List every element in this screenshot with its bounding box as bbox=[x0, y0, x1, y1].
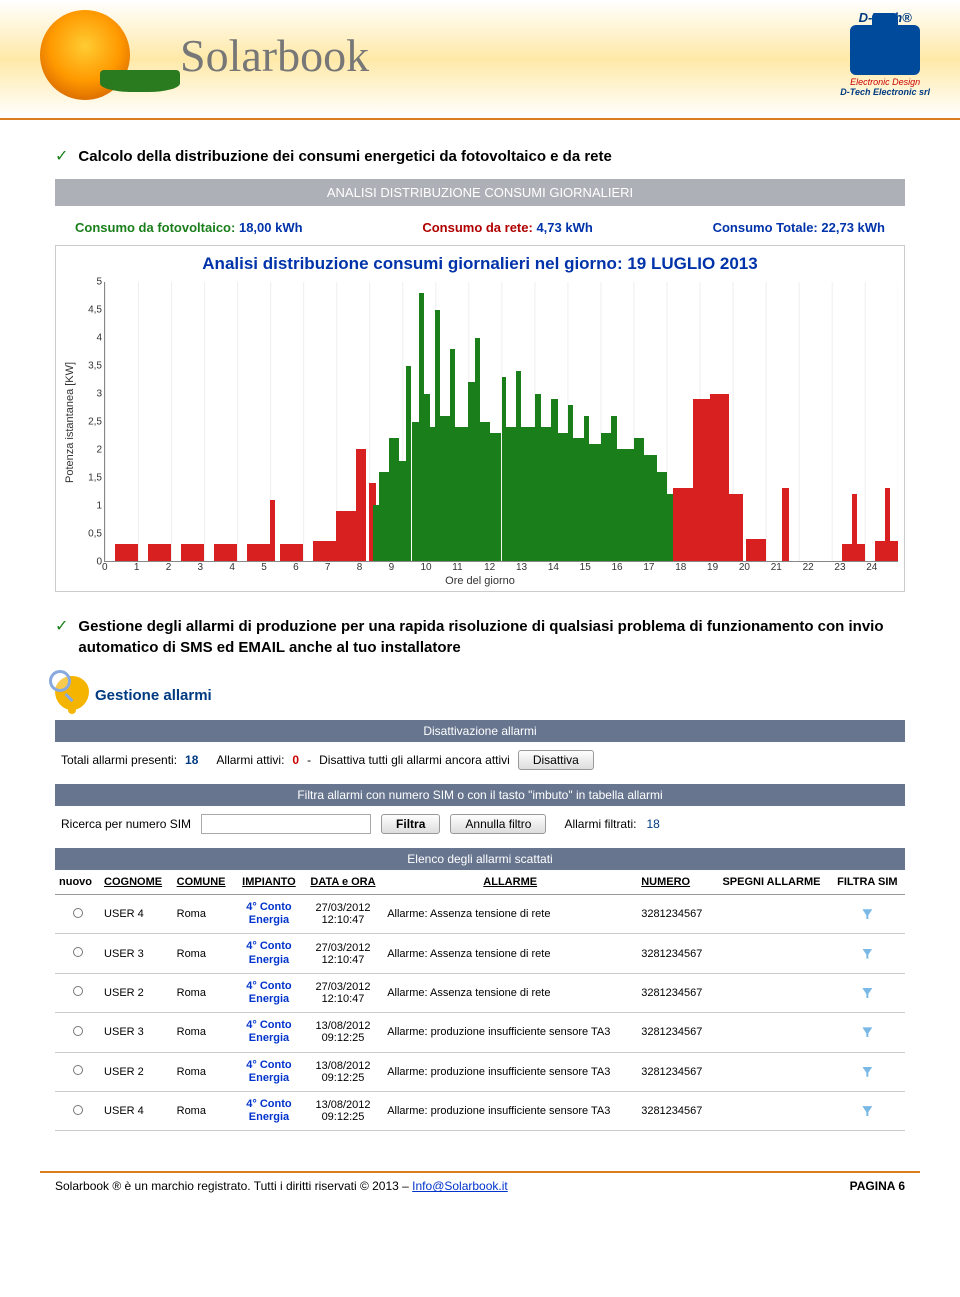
funnel-filter-button[interactable] bbox=[830, 1091, 905, 1130]
magnifier-icon bbox=[49, 670, 71, 692]
funnel-filter-button[interactable] bbox=[830, 895, 905, 934]
brand-text: Solarbook bbox=[180, 29, 369, 82]
chart-xticks: 0123456789101112131415161718192021222324 bbox=[102, 562, 898, 573]
table-header-row: nuovo COGNOME COMUNE IMPIANTO DATA e ORA… bbox=[55, 870, 905, 895]
chart-plot bbox=[104, 282, 898, 562]
impianto-link[interactable]: 4° ContoEnergia bbox=[235, 973, 303, 1012]
consumption-summary: Consumo da fotovoltaico: 18,00 kWh Consu… bbox=[55, 216, 905, 245]
table-row: USER 3Roma4° ContoEnergia27/03/201212:10… bbox=[55, 934, 905, 973]
table-row: USER 4Roma4° ContoEnergia27/03/201212:10… bbox=[55, 895, 905, 934]
alarm-header: Gestione allarmi bbox=[55, 676, 905, 714]
header-banner: Solarbook D-Tech® Electronic Design D-Te… bbox=[0, 0, 960, 120]
clear-filter-button[interactable]: Annulla filtro bbox=[450, 814, 546, 834]
footer-email-link[interactable]: Info@Solarbook.it bbox=[412, 1179, 508, 1193]
impianto-link[interactable]: 4° ContoEnergia bbox=[235, 1052, 303, 1091]
sort-comune[interactable]: COMUNE bbox=[177, 876, 226, 888]
funnel-icon bbox=[862, 1067, 872, 1077]
check-icon: ✓ bbox=[55, 616, 68, 636]
footer: Solarbook ® è un marchio registrato. Tut… bbox=[0, 1179, 960, 1213]
funnel-icon bbox=[862, 1106, 872, 1116]
funnel-filter-button[interactable] bbox=[830, 1052, 905, 1091]
sim-search-input[interactable] bbox=[201, 814, 371, 834]
dtech-icon bbox=[850, 25, 920, 75]
chart-xlabel: Ore del giorno bbox=[62, 575, 898, 587]
analysis-banner: ANALISI DISTRIBUZIONE CONSUMI GIORNALIER… bbox=[55, 179, 905, 206]
chart-title: Analisi distribuzione consumi giornalier… bbox=[62, 254, 898, 274]
funnel-filter-button[interactable] bbox=[830, 1013, 905, 1052]
funnel-filter-button[interactable] bbox=[830, 973, 905, 1012]
funnel-icon bbox=[862, 909, 872, 919]
sort-numero[interactable]: NUMERO bbox=[641, 876, 690, 888]
chart-ylabel: Potenza istantanea [KW] bbox=[62, 282, 78, 562]
new-indicator-icon bbox=[73, 1026, 83, 1036]
new-indicator-icon bbox=[73, 1065, 83, 1075]
section-disable: Disattivazione allarmi bbox=[55, 720, 905, 742]
new-indicator-icon bbox=[73, 986, 83, 996]
alarm-table: nuovo COGNOME COMUNE IMPIANTO DATA e ORA… bbox=[55, 870, 905, 1131]
new-indicator-icon bbox=[73, 1105, 83, 1115]
chart-yticks: 00,511,522,533,544,55 bbox=[78, 282, 104, 562]
sort-data[interactable]: DATA e ORA bbox=[310, 876, 375, 888]
impianto-link[interactable]: 4° ContoEnergia bbox=[235, 895, 303, 934]
funnel-icon bbox=[862, 988, 872, 998]
chart-container: Analisi distribuzione consumi giornalier… bbox=[55, 245, 905, 592]
bullet-2: ✓ Gestione degli allarmi di produzione p… bbox=[55, 616, 905, 658]
table-row: USER 3Roma4° ContoEnergia13/08/201209:12… bbox=[55, 1013, 905, 1052]
disable-row: Totali allarmi presenti: 18 Allarmi atti… bbox=[55, 742, 905, 778]
check-icon: ✓ bbox=[55, 146, 68, 166]
table-row: USER 2Roma4° ContoEnergia27/03/201212:10… bbox=[55, 973, 905, 1012]
filter-button[interactable]: Filtra bbox=[381, 814, 440, 834]
section-list: Elenco degli allarmi scattati bbox=[55, 848, 905, 870]
section-filter: Filtra allarmi con numero SIM o con il t… bbox=[55, 784, 905, 806]
sort-impianto[interactable]: IMPIANTO bbox=[242, 876, 296, 888]
bullet-1: ✓ Calcolo della distribuzione dei consum… bbox=[55, 146, 905, 167]
search-row: Ricerca per numero SIM Filtra Annulla fi… bbox=[55, 806, 905, 842]
book-icon bbox=[100, 70, 180, 92]
funnel-icon bbox=[862, 949, 872, 959]
new-indicator-icon bbox=[73, 947, 83, 957]
funnel-filter-button[interactable] bbox=[830, 934, 905, 973]
logo-solarbook: Solarbook bbox=[40, 10, 369, 100]
impianto-link[interactable]: 4° ContoEnergia bbox=[235, 934, 303, 973]
impianto-link[interactable]: 4° ContoEnergia bbox=[235, 1013, 303, 1052]
table-row: USER 4Roma4° ContoEnergia13/08/201209:12… bbox=[55, 1091, 905, 1130]
impianto-link[interactable]: 4° ContoEnergia bbox=[235, 1091, 303, 1130]
table-row: USER 2Roma4° ContoEnergia13/08/201209:12… bbox=[55, 1052, 905, 1091]
sort-cognome[interactable]: COGNOME bbox=[104, 876, 162, 888]
logo-dtech: D-Tech® Electronic Design D-Tech Electro… bbox=[840, 10, 930, 97]
funnel-icon bbox=[862, 1027, 872, 1037]
new-indicator-icon bbox=[73, 908, 83, 918]
footer-divider bbox=[40, 1171, 920, 1173]
disable-button[interactable]: Disattiva bbox=[518, 750, 594, 770]
sort-allarme[interactable]: ALLARME bbox=[483, 876, 537, 888]
